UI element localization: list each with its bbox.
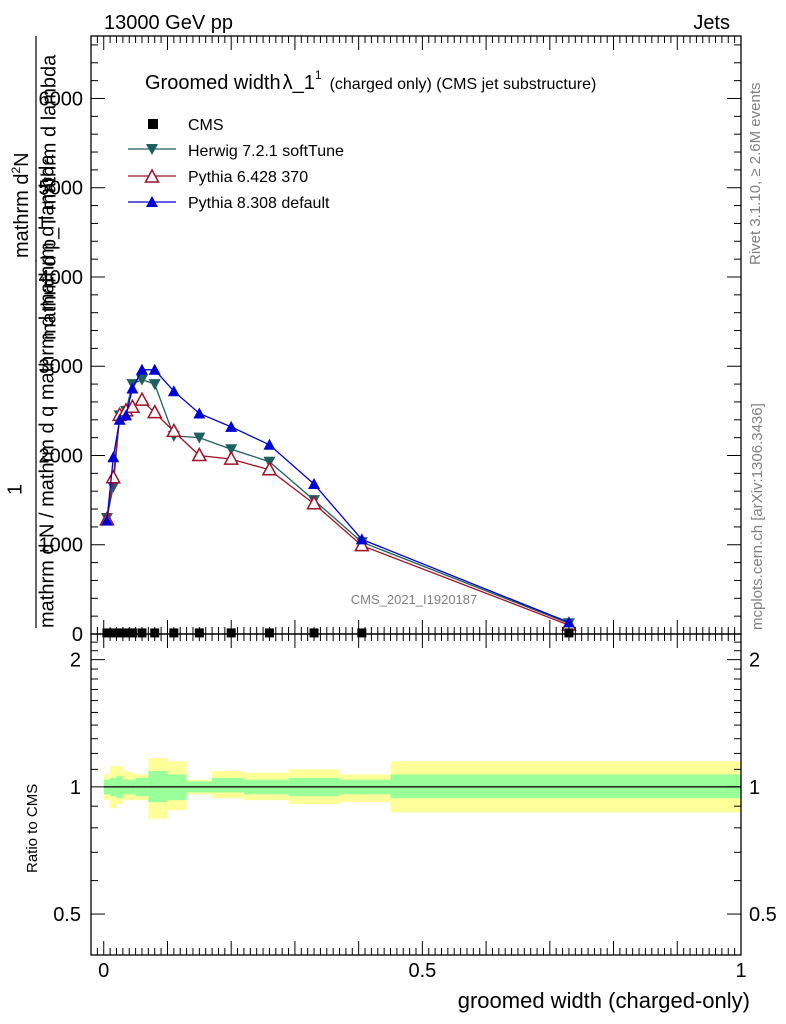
- data-point-pythia8: [120, 409, 133, 421]
- x-tick-label: 1: [735, 960, 746, 982]
- data-point-pythia6: [261, 461, 278, 476]
- x-axis-label: groomed width (charged-only): [458, 988, 750, 1013]
- legend-pythia8-label: Pythia 8.308 default: [188, 195, 330, 212]
- legend-cms-label: CMS: [188, 117, 224, 134]
- data-point-pythia6: [191, 446, 208, 462]
- data-point-cms: [127, 628, 137, 638]
- data-point-herwig: [148, 379, 161, 391]
- data-point-pythia8: [148, 363, 161, 375]
- y-label-outer-denominator: mathrm d N / mathrm d q mathrm d mathrm …: [37, 154, 59, 628]
- rivet-label: Rivet 3.1.10, ≥ 2.6M events: [747, 83, 764, 266]
- data-point-pythia6: [105, 469, 122, 484]
- data-point-pythia8: [225, 420, 238, 432]
- data-point-pythia8: [100, 514, 113, 526]
- legend-pythia8-marker: [146, 196, 158, 207]
- y-tick-label: 4000: [39, 267, 84, 289]
- data-point-pythia8: [263, 438, 276, 450]
- x-tick-label: 0: [98, 960, 109, 982]
- mcplots-label: mcplots.cern.ch [arXiv:1306.3436]: [749, 403, 766, 630]
- y-tick-label: 3000: [39, 356, 84, 378]
- y-tick-label: 1000: [39, 535, 84, 557]
- data-point-pythia8: [113, 413, 126, 425]
- ratio-y-label: Ratio to CMS: [24, 784, 41, 873]
- y-axis-label: mathrm d2N mathrm d p_T mathrm d lambda …: [4, 36, 61, 628]
- data-point-pythia8: [167, 385, 180, 397]
- y-label-denominator: mathrm d p_T mathrm d lambda: [39, 54, 61, 340]
- chart-title: Groomed width λ_11(charged only) (CMS jet…: [145, 68, 596, 94]
- ratio-y-tick-label: 2: [70, 650, 81, 672]
- data-point-cms: [115, 628, 125, 638]
- series-line: [106, 369, 570, 624]
- legend-pythia6-label: Pythia 6.428 370: [188, 169, 308, 186]
- legend: CMS Herwig 7.2.1 softTune Pythia 6.428 3…: [128, 117, 344, 212]
- data-point-herwig: [225, 444, 238, 456]
- data-point-pythia6: [124, 398, 141, 414]
- data-point-cms: [102, 628, 112, 638]
- data-point-pythia8: [107, 451, 120, 463]
- data-point-pythia6: [166, 422, 182, 438]
- y-tick-label: 0: [72, 624, 83, 646]
- ratio-y-tick-label: 0.5: [749, 904, 777, 926]
- data-point-pythia8: [355, 533, 368, 545]
- data-point-pythia8: [308, 478, 321, 490]
- header-right: Jets: [693, 12, 730, 34]
- data-point-pythia6: [223, 450, 239, 465]
- watermark: CMS_2021_I1920187: [351, 592, 478, 607]
- data-point-pythia6: [306, 495, 322, 510]
- header-left: 13000 GeV pp: [104, 12, 233, 34]
- data-point-pythia8: [193, 407, 206, 419]
- data-point-pythia6: [354, 537, 370, 552]
- ratio-y-tick-label: 2: [749, 650, 760, 672]
- legend-herwig-label: Herwig 7.2.1 softTune: [188, 143, 344, 160]
- y-tick-label: 5000: [39, 178, 84, 200]
- data-point-cms: [121, 628, 131, 638]
- series-line: [106, 378, 570, 624]
- y-tick-label: 2000: [39, 445, 84, 467]
- data-point-pythia8: [562, 616, 575, 628]
- legend-cms-marker: [148, 119, 158, 129]
- x-tick-label: 0.5: [408, 960, 436, 982]
- ratio-band-inner: [212, 777, 244, 793]
- data-point-herwig: [193, 432, 206, 444]
- y-label-numerator: mathrm d2N: [9, 152, 33, 258]
- legend-herwig-marker: [146, 144, 158, 155]
- ratio-y-tick-label: 0.5: [53, 904, 81, 926]
- data-point-pythia8: [135, 363, 148, 375]
- y-tick-label: 6000: [39, 88, 84, 110]
- ratio-y-tick-label: 1: [749, 777, 760, 799]
- legend-pythia6-marker: [144, 168, 160, 183]
- data-point-pythia6: [146, 404, 163, 419]
- data-point-cms: [357, 628, 367, 638]
- y-label-one: 1: [4, 484, 26, 495]
- data-point-pythia6: [134, 391, 150, 406]
- data-point-herwig: [135, 374, 148, 386]
- data-point-pythia8: [126, 382, 139, 394]
- data-point-cms: [108, 628, 118, 638]
- ratio-y-tick-label: 1: [70, 777, 81, 799]
